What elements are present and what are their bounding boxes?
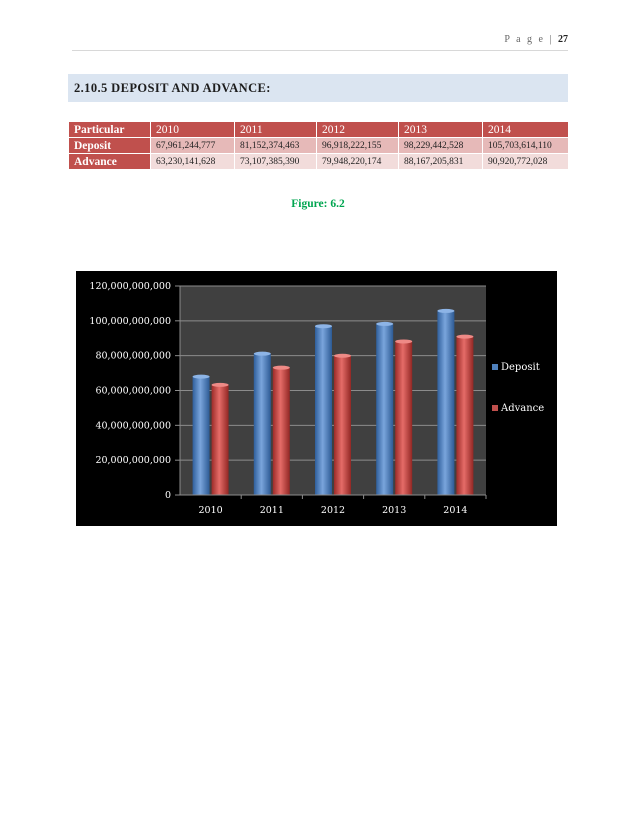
header-rule	[72, 50, 568, 51]
deposit-legend-label: Deposit	[501, 362, 540, 373]
deposit-bar	[315, 326, 332, 495]
table-cell: 81,152,374,463	[234, 137, 317, 154]
advance-bar	[456, 336, 474, 495]
row-label: Deposit	[68, 137, 151, 154]
column-header: 2014	[482, 121, 569, 138]
advance-bar	[211, 384, 229, 495]
page-word: P a g e	[504, 34, 545, 45]
row-label: Advance	[68, 153, 151, 170]
x-tick-label: 2011	[260, 505, 284, 516]
column-header: 2013	[398, 121, 483, 138]
column-header: 2010	[150, 121, 235, 138]
page-separator: |	[549, 34, 554, 45]
advance-legend-label: Advance	[500, 403, 544, 414]
y-tick-label: 20,000,000,000	[95, 455, 171, 466]
deposit-advance-table: Particular 2010 2011 2012 2013 2014 Depo…	[68, 121, 569, 170]
figure-caption: Figure: 6.2	[291, 198, 345, 210]
advance-bar	[272, 367, 290, 495]
table-cell: 73,107,385,390	[234, 153, 317, 170]
page-number: 27	[558, 34, 568, 45]
table-row: Advance 63,230,141,628 73,107,385,390 79…	[68, 153, 569, 170]
x-tick-label: 2013	[382, 505, 406, 516]
table-row: Deposit 67,961,244,777 81,152,374,463 96…	[68, 137, 569, 154]
deposit-bar-top	[376, 321, 394, 326]
deposit-bar	[376, 323, 394, 495]
y-tick-label: 120,000,000,000	[89, 281, 171, 292]
advance-bar-top	[211, 382, 229, 387]
deposit-bar-top	[315, 324, 332, 329]
advance-bar-top	[456, 334, 474, 339]
table-cell: 88,167,205,831	[398, 153, 483, 170]
table-header-row: Particular 2010 2011 2012 2013 2014	[68, 121, 569, 138]
table-cell: 90,920,772,028	[482, 153, 569, 170]
section-heading: 2.10.5 DEPOSIT AND ADVANCE:	[68, 74, 568, 102]
deposit-bar-top	[437, 308, 455, 313]
y-tick-label: 100,000,000,000	[89, 316, 171, 327]
table-cell: 79,948,220,174	[316, 153, 399, 170]
y-tick-label: 0	[165, 490, 171, 501]
deposit-legend-swatch	[492, 364, 498, 370]
deposit-bar	[192, 376, 210, 495]
chart-svg: 0 20,000,000,000 40,000,000,000 60,000,000,…	[89, 281, 544, 516]
deposit-bar	[253, 353, 271, 495]
table-cell: 67,961,244,777	[150, 137, 235, 154]
advance-bar-top	[395, 339, 413, 344]
y-tick-label: 40,000,000,000	[95, 420, 171, 431]
advance-bar-top	[334, 353, 351, 358]
page-header: P a g e | 27	[72, 34, 568, 45]
column-header: 2011	[234, 121, 317, 138]
x-tick-label: 2010	[199, 505, 223, 516]
advance-bar	[334, 355, 351, 495]
table-cell: 96,918,222,155	[316, 137, 399, 154]
table-cell: 105,703,614,110	[482, 137, 569, 154]
y-tick-label: 80,000,000,000	[95, 351, 171, 362]
deposit-bar-top	[253, 351, 271, 356]
table-cell: 63,230,141,628	[150, 153, 235, 170]
column-header: 2012	[316, 121, 399, 138]
column-header: Particular	[68, 121, 151, 138]
table-cell: 98,229,442,528	[398, 137, 483, 154]
advance-bar-top	[272, 365, 290, 370]
y-tick-label: 60,000,000,000	[95, 386, 171, 397]
advance-bar	[395, 341, 413, 495]
deposit-advance-chart: 0 20,000,000,000 40,000,000,000 60,000,000,…	[76, 271, 557, 526]
x-tick-label: 2014	[443, 505, 467, 516]
deposit-bar-top	[192, 374, 210, 379]
advance-legend-swatch	[492, 405, 498, 411]
x-tick-label: 2012	[321, 505, 345, 516]
deposit-bar	[437, 310, 455, 495]
